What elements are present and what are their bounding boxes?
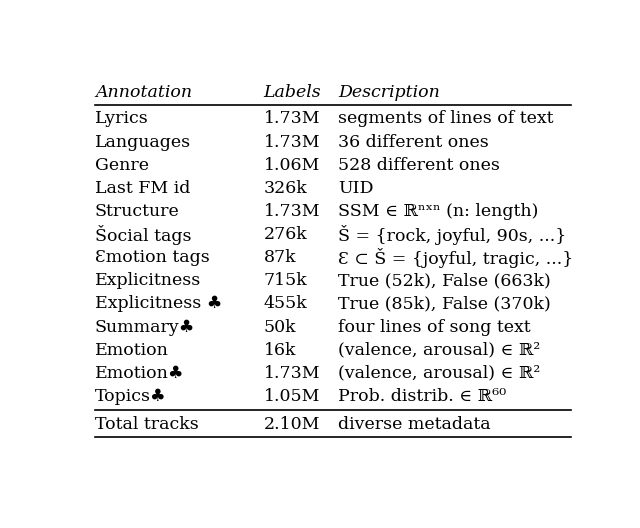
Text: 276k: 276k [264,226,307,243]
Text: Explicitness: Explicitness [95,272,201,289]
Text: Prob. distrib. ∈ ℝ⁶⁰: Prob. distrib. ∈ ℝ⁶⁰ [338,388,506,405]
Text: Genre: Genre [95,157,149,174]
Text: True (85k), False (370k): True (85k), False (370k) [338,296,550,313]
Text: SSM ∈ ℝⁿˣⁿ (n: length): SSM ∈ ℝⁿˣⁿ (n: length) [338,203,538,220]
Text: 50k: 50k [264,318,296,335]
Text: Emotion: Emotion [95,342,169,359]
Text: 326k: 326k [264,180,307,197]
Text: 87k: 87k [264,249,296,266]
Text: 1.73M: 1.73M [264,134,320,150]
Text: 455k: 455k [264,296,307,313]
Text: Last FM id: Last FM id [95,180,190,197]
Text: Šocial tags: Šocial tags [95,224,191,244]
Text: diverse metadata: diverse metadata [338,416,490,432]
Text: Emotion♣: Emotion♣ [95,365,184,382]
Text: 16k: 16k [264,342,296,359]
Text: 1.05M: 1.05M [264,388,320,405]
Text: 1.73M: 1.73M [264,203,320,220]
Text: 1.06M: 1.06M [264,157,320,174]
Text: Topics♣: Topics♣ [95,388,166,405]
Text: Explicitness ♣: Explicitness ♣ [95,296,222,313]
Text: Languages: Languages [95,134,191,150]
Text: 528 different ones: 528 different ones [338,157,500,174]
Text: Structure: Structure [95,203,180,220]
Text: four lines of song text: four lines of song text [338,318,531,335]
Text: segments of lines of text: segments of lines of text [338,110,554,127]
Text: Ɛ ⊂ Š = {joyful, tragic, ...}: Ɛ ⊂ Š = {joyful, tragic, ...} [338,248,573,268]
Text: Annotation: Annotation [95,84,192,101]
Text: (valence, arousal) ∈ ℝ²: (valence, arousal) ∈ ℝ² [338,365,540,382]
Text: 2.10M: 2.10M [264,416,320,432]
Text: Lyrics: Lyrics [95,110,148,127]
Text: Summary♣: Summary♣ [95,318,195,335]
Text: True (52k), False (663k): True (52k), False (663k) [338,272,550,289]
Text: 36 different ones: 36 different ones [338,134,489,150]
Text: 1.73M: 1.73M [264,365,320,382]
Text: Labels: Labels [264,84,321,101]
Text: 1.73M: 1.73M [264,110,320,127]
Text: Ɛmotion tags: Ɛmotion tags [95,249,210,266]
Text: Š = {rock, joyful, 90s, ...}: Š = {rock, joyful, 90s, ...} [338,224,566,244]
Text: 715k: 715k [264,272,307,289]
Text: (valence, arousal) ∈ ℝ²: (valence, arousal) ∈ ℝ² [338,342,540,359]
Text: Total tracks: Total tracks [95,416,198,432]
Text: Description: Description [338,84,440,101]
Text: UID: UID [338,180,373,197]
